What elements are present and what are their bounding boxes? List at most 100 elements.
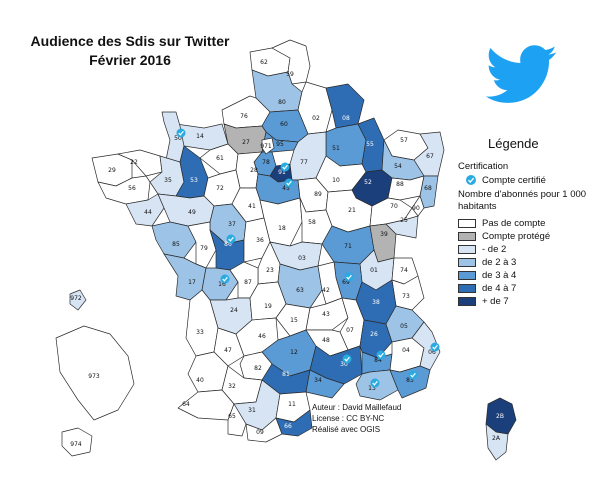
department-code-label: 57 [400, 137, 408, 144]
credits: Auteur : David Maillefaud License : CC B… [312, 402, 401, 435]
department-code-label: 33 [196, 329, 204, 336]
department-code-label: 76 [240, 113, 248, 120]
department-code-label: 73 [402, 293, 410, 300]
department-code-label: 63 [296, 287, 304, 294]
department-code-label: 61 [216, 155, 224, 162]
department-code-label: 66 [284, 423, 292, 430]
department-code-label: 52 [364, 179, 372, 186]
department-code-label: 49 [188, 209, 196, 216]
department-code-label: 11 [288, 401, 296, 408]
department-code-label: 31 [248, 407, 256, 414]
legend-certification-heading: Certification [458, 161, 509, 172]
department-code-label: 04 [402, 347, 410, 354]
department-code-label: 29 [108, 167, 116, 174]
department-code-label: 72 [216, 185, 224, 192]
department-code-label: 54 [394, 163, 402, 170]
department-code-label: 10 [332, 177, 340, 184]
department-code-label: 45 [282, 185, 290, 192]
department-code-label: 82 [254, 365, 262, 372]
department-code-label: 65 [228, 413, 236, 420]
department-85 [151, 221, 197, 259]
department-code-label: 08 [342, 115, 350, 122]
department-code-label: 60 [280, 121, 288, 128]
department-code-label: 01 [370, 267, 378, 274]
department-code-label: 17 [188, 279, 196, 286]
department-code-label: 13 [368, 385, 376, 392]
credits-author: Auteur : David Maillefaud [312, 403, 402, 412]
department-code-label: 88 [396, 181, 404, 188]
department-974 [61, 427, 93, 457]
department-code-label: 95 [276, 141, 284, 148]
department-code-label: 19 [264, 303, 272, 310]
certified-badge-icon [376, 350, 386, 360]
map-title: Audience des Sdis sur Twitter Février 20… [20, 32, 240, 70]
department-code-label: 30 [340, 361, 348, 368]
department-code-label: 23 [266, 267, 274, 274]
department-code-label: 71 [344, 243, 352, 250]
legend-swatch [458, 297, 476, 306]
department-34 [305, 369, 345, 399]
department-code-label: 973 [88, 373, 100, 380]
department-code-label: 51 [332, 145, 340, 152]
department-code-label: 06 [428, 349, 436, 356]
department-65 [227, 403, 247, 437]
department-code-label: 85 [172, 241, 180, 248]
credits-license: License : CC BY-NC [312, 414, 385, 423]
department-code-label: 07 [346, 327, 354, 334]
department-code-label: 27 [242, 139, 250, 146]
legend-class-c5: + de 7 [458, 295, 598, 308]
legend-swatch [458, 258, 476, 267]
legend-class-c2: de 2 à 3 [458, 256, 598, 269]
legend: Légende Certification Compte certifié No… [458, 136, 598, 308]
legend-class-label: Pas de compte [482, 218, 546, 229]
department-code-label: 25 [400, 217, 408, 224]
certified-badge-icon [408, 370, 418, 380]
department-code-label: 22 [130, 159, 138, 166]
department-code-label: 32 [228, 383, 236, 390]
department-code-label: 58 [308, 219, 316, 226]
legend-class-c4: de 4 à 7 [458, 282, 598, 295]
department-code-label: 16 [218, 281, 226, 288]
department-code-label: 34 [314, 377, 322, 384]
department-code-label: 86 [224, 241, 232, 248]
department-code-label: 39 [380, 231, 388, 238]
department-code-label: 50 [174, 135, 182, 142]
legend-class-protected: Compte protégé [458, 230, 598, 243]
department-code-label: 971 [260, 143, 272, 150]
certified-badge-icon [220, 274, 230, 284]
legend-class-none: Pas de compte [458, 217, 598, 230]
department-code-label: 02 [312, 115, 320, 122]
department-code-label: 41 [248, 203, 256, 210]
certified-badge-icon [226, 234, 236, 244]
department-code-label: 21 [348, 207, 356, 214]
department-code-label: 48 [322, 337, 330, 344]
department-code-label: 91 [278, 169, 286, 176]
certified-badge-icon [176, 128, 186, 138]
department-code-label: 59 [286, 71, 294, 78]
department-code-label: 38 [372, 299, 380, 306]
legend-class-c1: - de 2 [458, 243, 598, 256]
department-code-label: 40 [196, 377, 204, 384]
department-79 [187, 221, 217, 269]
department-973 [55, 325, 135, 421]
department-code-label: 03 [298, 255, 306, 262]
department-code-label: 2B [496, 413, 504, 420]
certified-badge-icon [430, 342, 440, 352]
department-code-label: 974 [70, 441, 82, 448]
department-code-label: 42 [322, 287, 330, 294]
legend-swatch [458, 271, 476, 280]
department-code-label: 35 [164, 177, 172, 184]
department-68 [419, 175, 439, 209]
department-25 [385, 215, 419, 239]
department-code-label: 43 [322, 311, 330, 318]
department-code-label: 26 [370, 331, 378, 338]
legend-class-label: - de 2 [482, 244, 507, 255]
legend-class-list: Pas de compte Compte protégé - de 2 de 2 à … [458, 217, 598, 308]
department-code-label: 64 [182, 401, 190, 408]
department-code-label: 36 [256, 237, 264, 244]
department-code-label: 78 [262, 159, 270, 166]
department-code-label: 972 [70, 295, 82, 302]
certified-badge-icon [342, 354, 352, 364]
department-code-label: 37 [228, 221, 236, 228]
